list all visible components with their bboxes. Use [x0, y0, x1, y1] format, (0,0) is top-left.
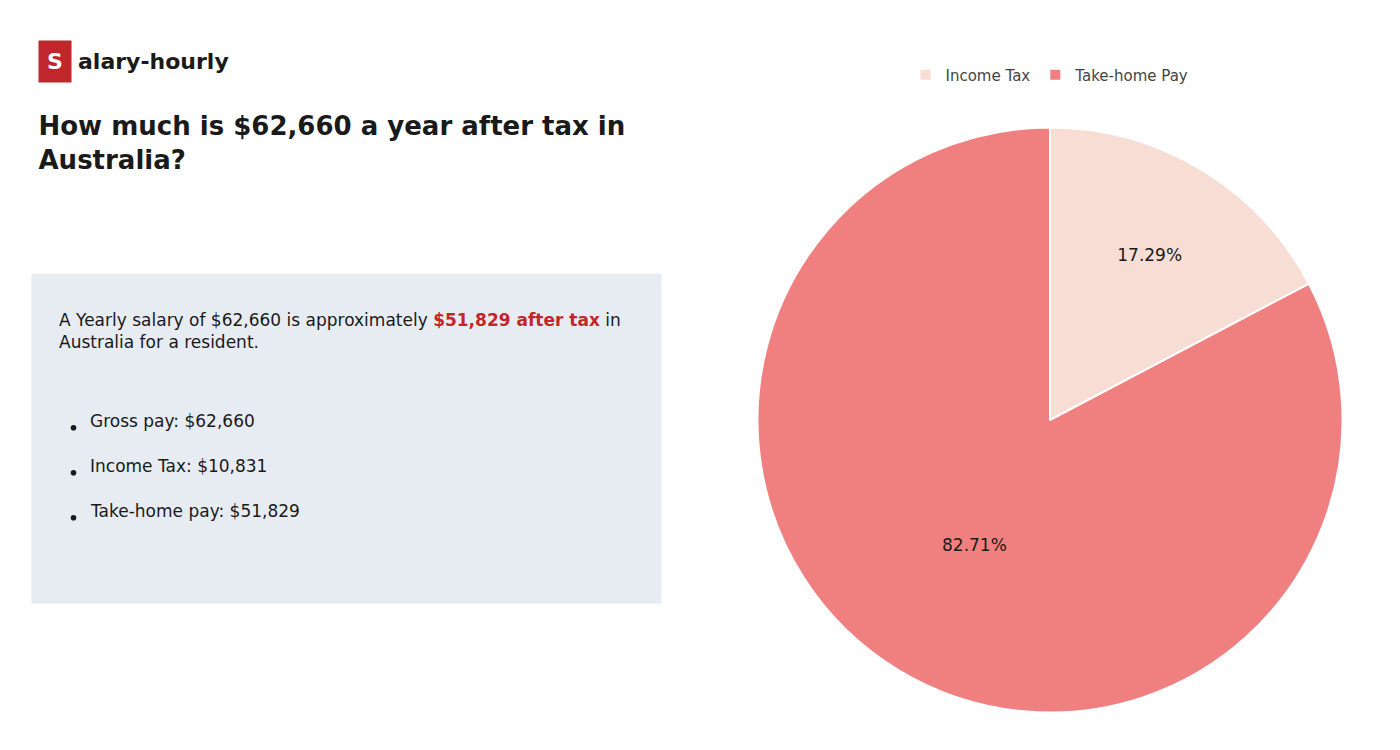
svg-text:A Yearly salary of $62,660 is: A Yearly salary of $62,660 is approximat…	[59, 310, 621, 352]
svg-text:Income Tax: Income Tax	[946, 67, 1031, 85]
svg-text:How much is $62,660 a year aft: How much is $62,660 a year after tax inA…	[39, 111, 626, 175]
svg-text:Income Tax: $10,831: Income Tax: $10,831	[90, 456, 267, 476]
svg-text:17.29%: 17.29%	[1117, 245, 1182, 265]
svg-text:Take-home Pay: Take-home Pay	[1074, 67, 1188, 85]
svg-text:alary-hourly: alary-hourly	[78, 49, 229, 74]
svg-text:Take-home pay: $51,829: Take-home pay: $51,829	[90, 501, 300, 521]
svg-text:Gross pay: $62,660: Gross pay: $62,660	[90, 411, 255, 431]
svg-text:82.71%: 82.71%	[942, 535, 1007, 555]
svg-text:S: S	[47, 49, 63, 74]
